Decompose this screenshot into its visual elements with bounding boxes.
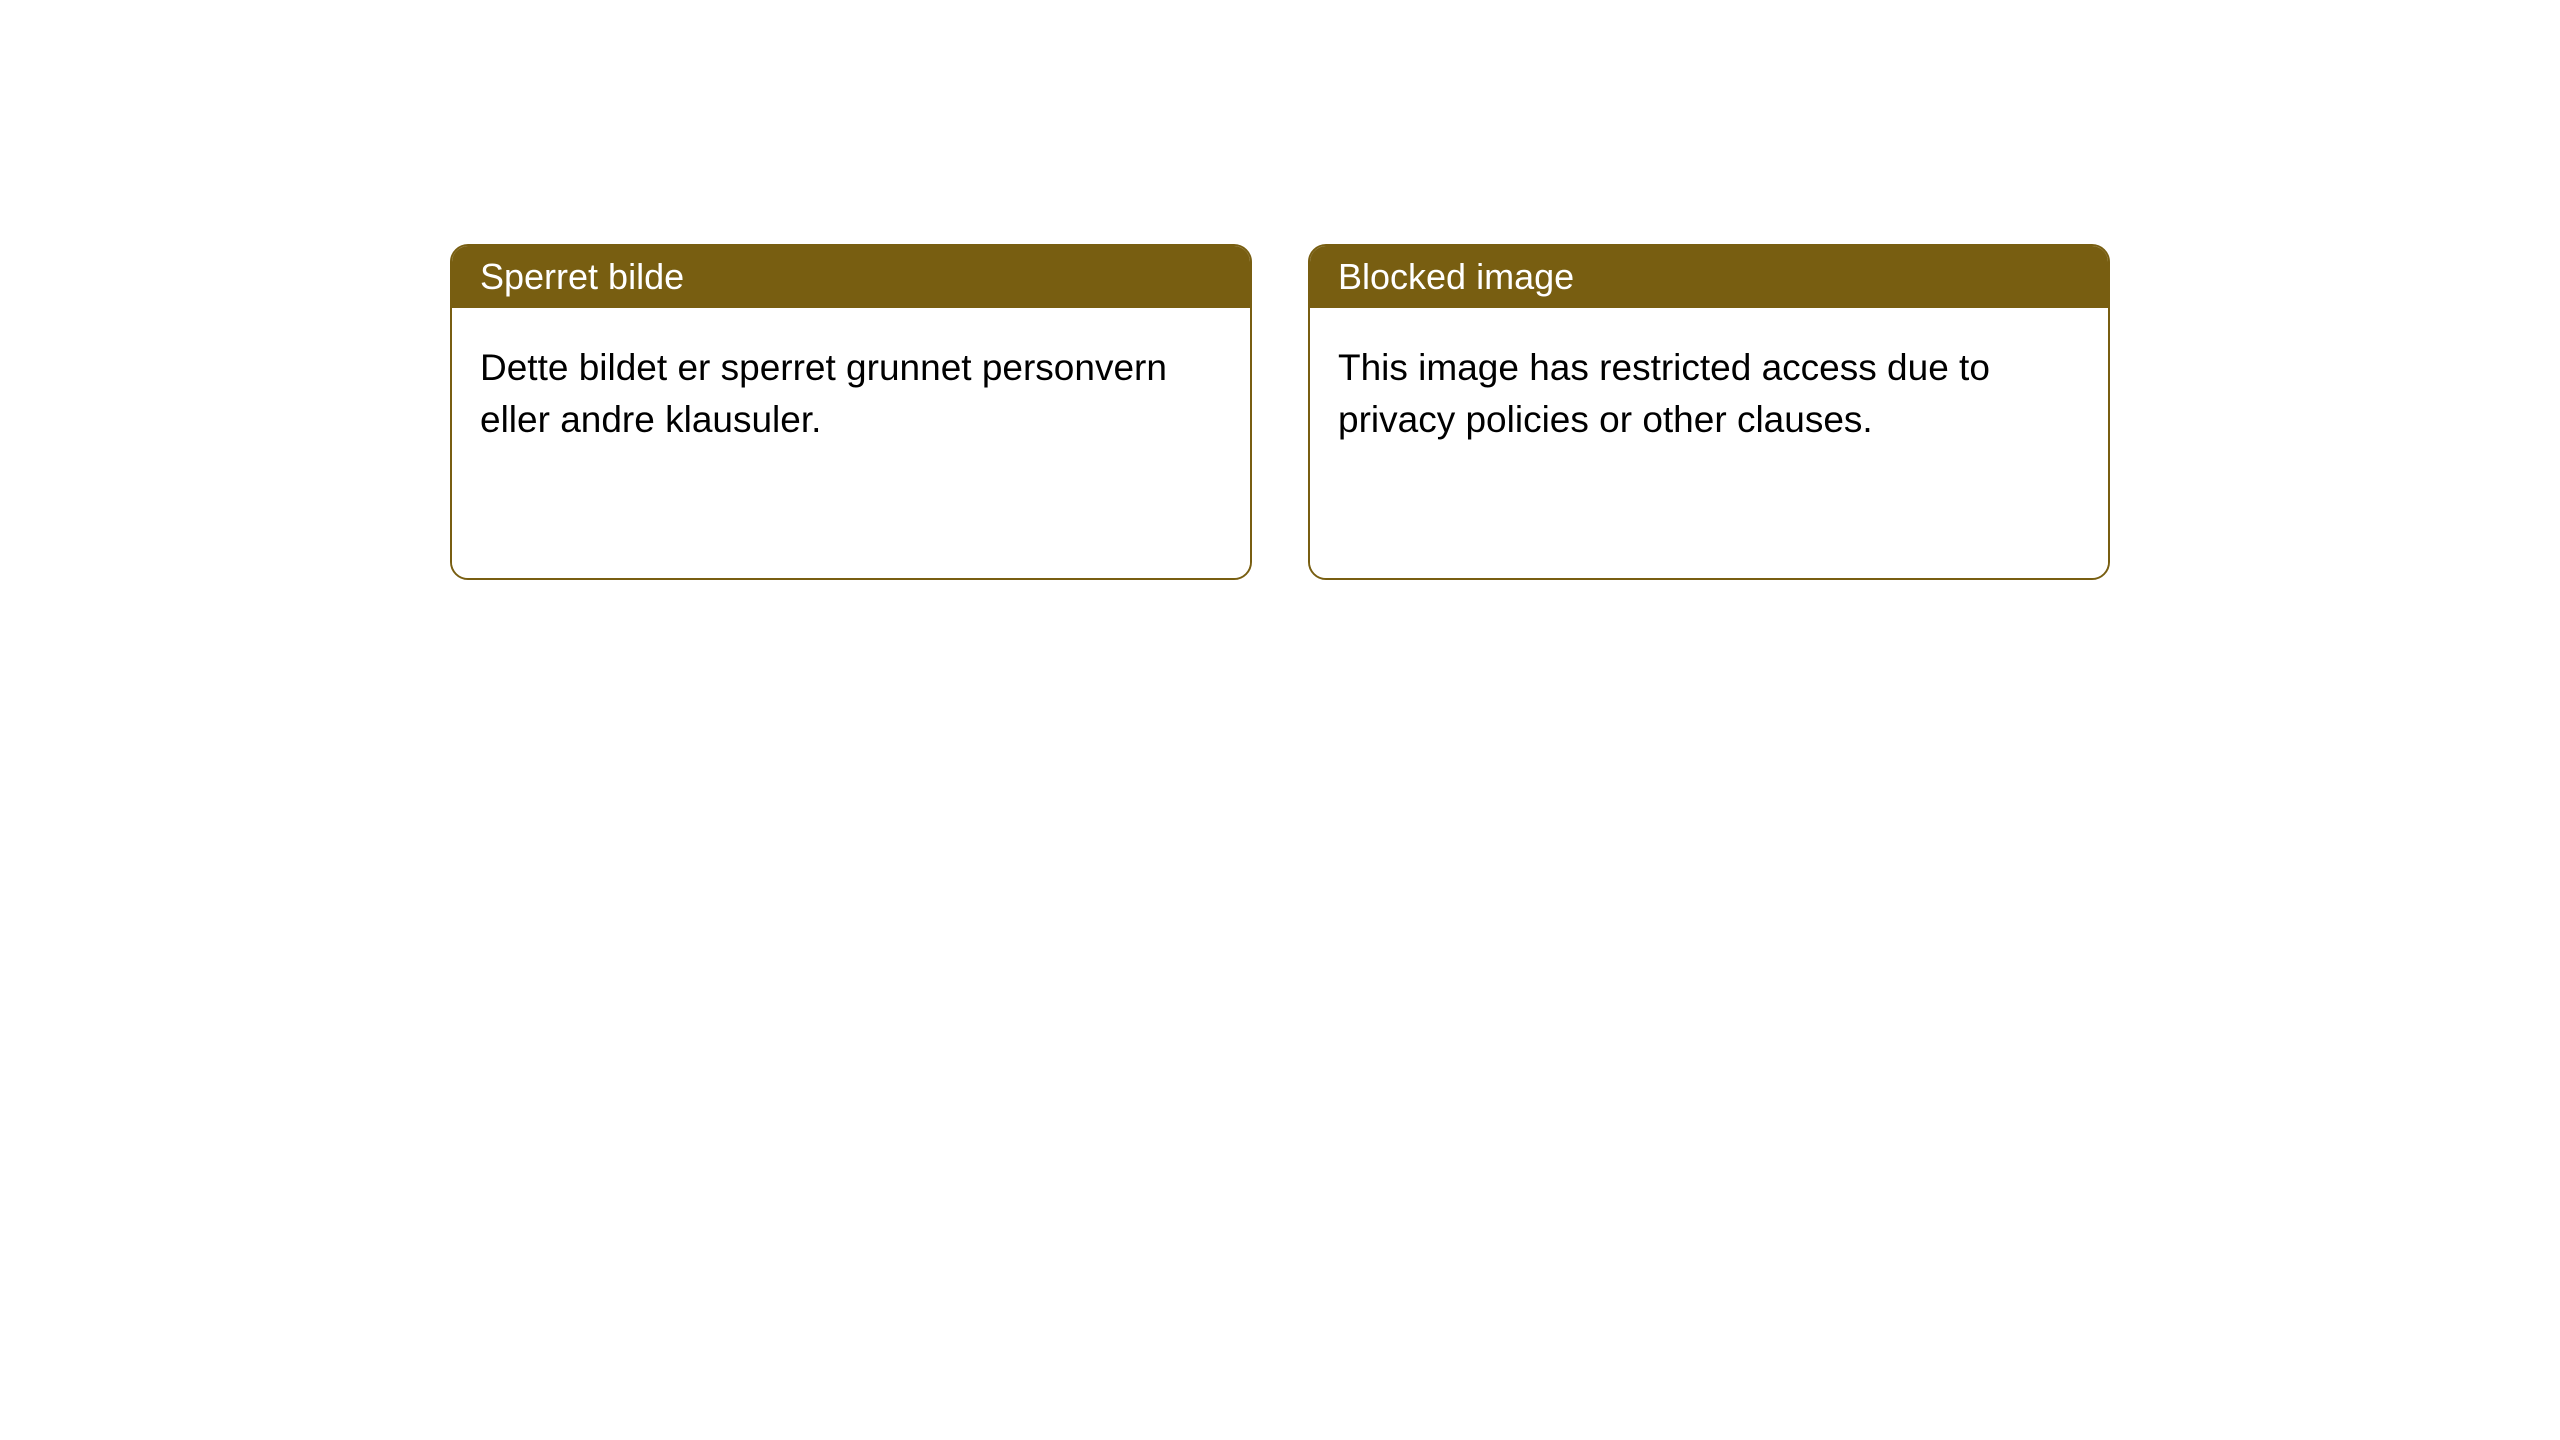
notice-body: Dette bildet er sperret grunnet personve… [452,308,1250,578]
notice-card-norwegian: Sperret bilde Dette bildet er sperret gr… [450,244,1252,580]
notice-card-english: Blocked image This image has restricted … [1308,244,2110,580]
notice-message: This image has restricted access due to … [1338,347,1990,440]
notice-title: Sperret bilde [480,256,684,297]
notice-body: This image has restricted access due to … [1310,308,2108,578]
notice-container: Sperret bilde Dette bildet er sperret gr… [450,244,2110,580]
notice-header: Blocked image [1310,246,2108,308]
notice-message: Dette bildet er sperret grunnet personve… [480,347,1167,440]
notice-header: Sperret bilde [452,246,1250,308]
notice-title: Blocked image [1338,256,1574,297]
